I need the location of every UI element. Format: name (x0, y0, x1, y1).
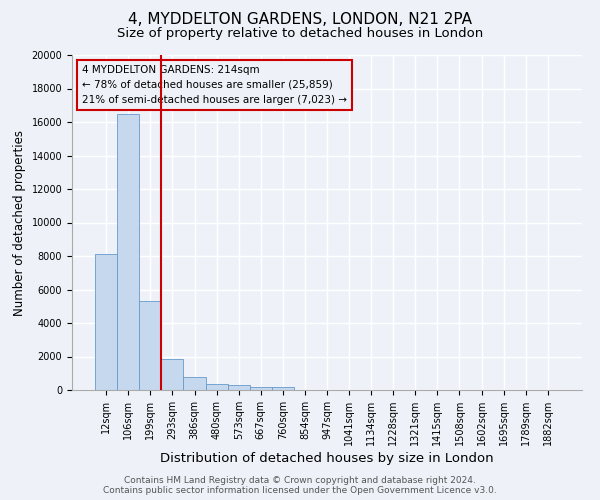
Bar (117, 114, 139, 390)
Bar (95, 254, 117, 390)
Bar (184, 378, 206, 390)
Text: 4 MYDDELTON GARDENS: 214sqm
← 78% of detached houses are smaller (25,859)
21% of: 4 MYDDELTON GARDENS: 214sqm ← 78% of det… (82, 65, 347, 104)
Bar (227, 386, 250, 390)
Bar (272, 387, 294, 390)
Bar (161, 359, 184, 390)
Text: Contains HM Land Registry data © Crown copyright and database right 2024.
Contai: Contains HM Land Registry data © Crown c… (103, 476, 497, 495)
Y-axis label: Number of detached properties: Number of detached properties (13, 130, 26, 316)
Bar (250, 386, 272, 390)
Text: 4, MYDDELTON GARDENS, LONDON, N21 2PA: 4, MYDDELTON GARDENS, LONDON, N21 2PA (128, 12, 472, 28)
Bar (139, 301, 161, 390)
X-axis label: Distribution of detached houses by size in London: Distribution of detached houses by size … (160, 452, 494, 465)
Bar (206, 384, 227, 390)
Text: Size of property relative to detached houses in London: Size of property relative to detached ho… (117, 28, 483, 40)
